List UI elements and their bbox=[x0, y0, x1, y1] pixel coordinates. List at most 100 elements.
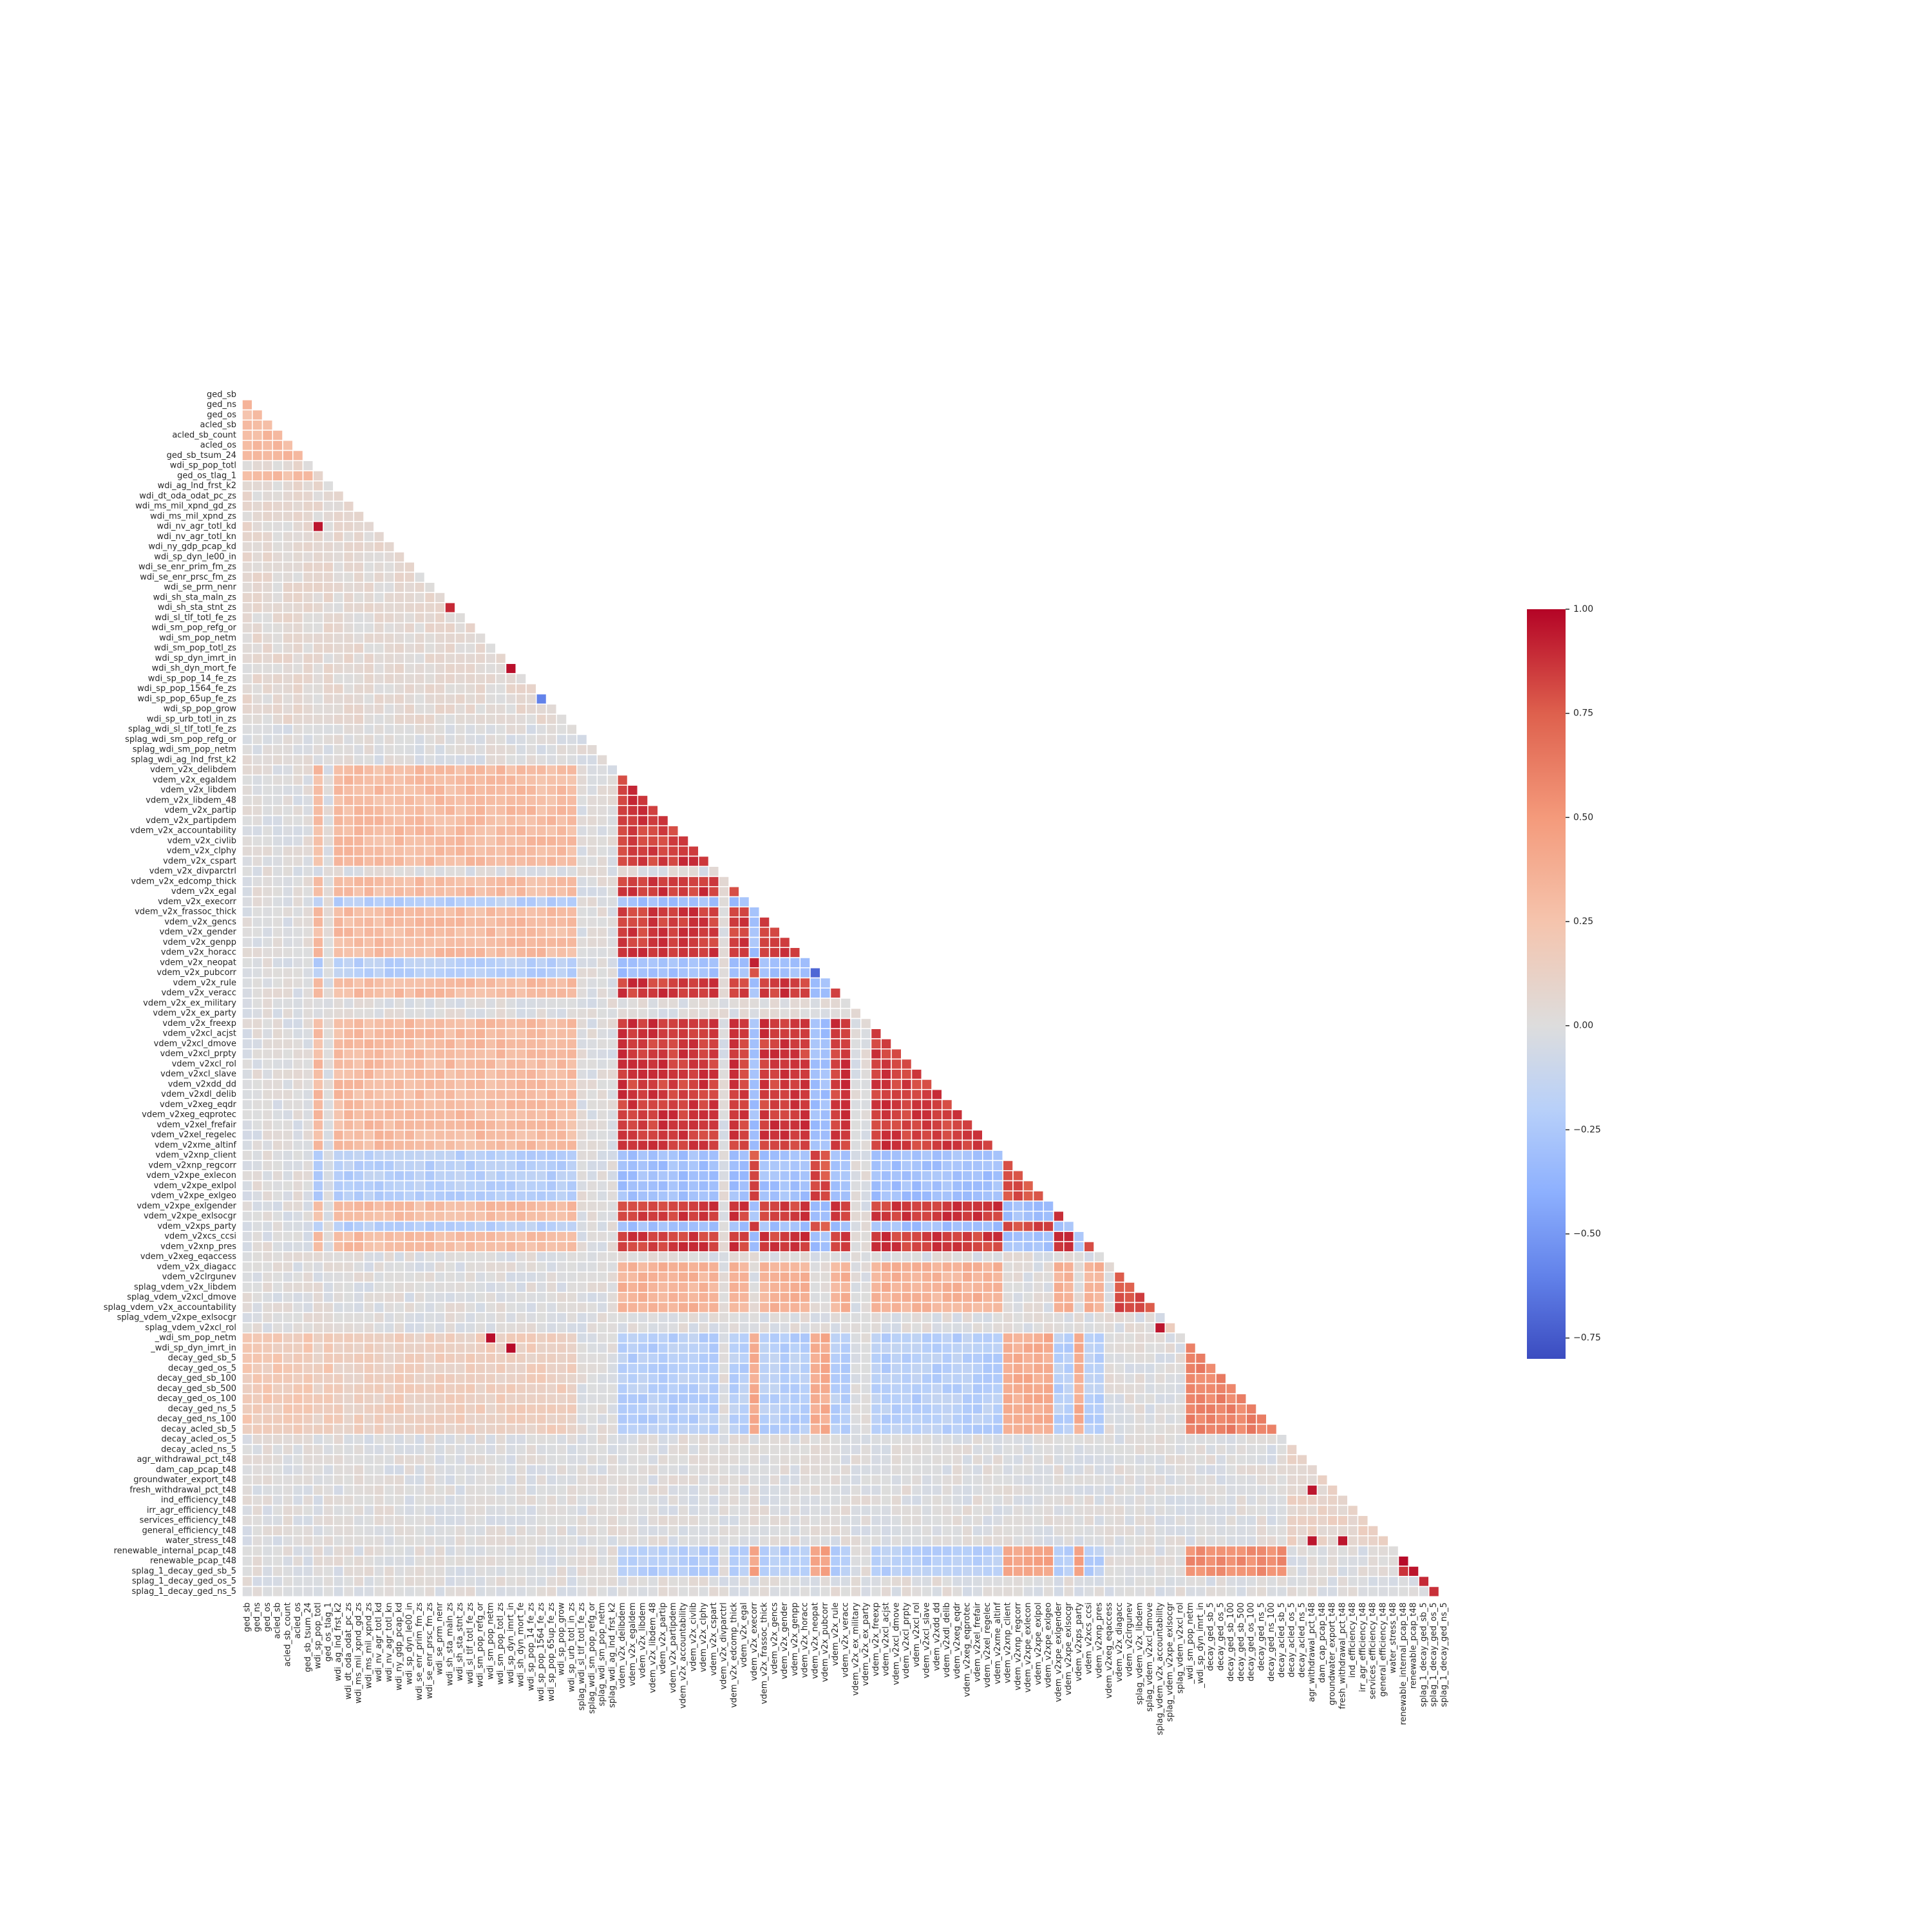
heatmap-cell bbox=[739, 896, 750, 907]
heatmap-cell bbox=[333, 1048, 345, 1060]
heatmap-cell bbox=[911, 1241, 922, 1253]
heatmap-cell bbox=[515, 1211, 527, 1222]
heatmap-cell bbox=[677, 1130, 689, 1141]
heatmap-cell bbox=[576, 1251, 588, 1263]
heatmap-cell bbox=[242, 430, 253, 441]
heatmap-cell bbox=[292, 1292, 304, 1303]
heatmap-cell bbox=[1032, 1211, 1044, 1222]
heatmap-cell bbox=[333, 1008, 345, 1019]
heatmap-cell bbox=[860, 1352, 872, 1364]
heatmap-cell bbox=[728, 977, 740, 989]
heatmap-cell bbox=[728, 1109, 740, 1121]
heatmap-cell bbox=[840, 1099, 851, 1110]
heatmap-cell bbox=[708, 1119, 719, 1131]
heatmap-cell bbox=[637, 876, 649, 887]
heatmap-cell bbox=[748, 1190, 760, 1202]
heatmap-cell bbox=[779, 987, 791, 999]
heatmap-cell bbox=[252, 1342, 263, 1354]
heatmap-cell bbox=[383, 896, 395, 907]
heatmap-cell bbox=[302, 562, 314, 573]
heatmap-cell bbox=[312, 744, 324, 755]
heatmap-cell bbox=[333, 632, 345, 644]
heatmap-cell bbox=[526, 754, 537, 766]
heatmap-cell bbox=[1113, 1363, 1125, 1374]
heatmap-cell bbox=[586, 825, 598, 837]
heatmap-cell bbox=[607, 1038, 618, 1050]
heatmap-cell bbox=[353, 1048, 365, 1060]
heatmap-cell bbox=[323, 673, 334, 685]
heatmap-cell bbox=[292, 1352, 304, 1364]
heatmap-cell bbox=[880, 1190, 892, 1202]
heatmap-cell bbox=[820, 1322, 831, 1334]
heatmap-cell bbox=[302, 1160, 314, 1171]
heatmap-cell bbox=[353, 977, 365, 989]
heatmap-cell bbox=[870, 1130, 882, 1141]
heatmap-cell bbox=[647, 1160, 659, 1171]
heatmap-cell bbox=[515, 714, 527, 725]
heatmap-cell bbox=[455, 693, 466, 705]
heatmap-cell bbox=[566, 1008, 578, 1019]
heatmap-cell bbox=[434, 1119, 446, 1131]
heatmap-cell bbox=[475, 987, 486, 999]
heatmap-cell bbox=[576, 1383, 588, 1394]
heatmap-cell bbox=[383, 916, 395, 928]
heatmap-cell bbox=[343, 1068, 354, 1080]
heatmap-cell bbox=[911, 1150, 922, 1161]
heatmap-cell bbox=[739, 1393, 750, 1405]
heatmap-cell bbox=[404, 643, 415, 654]
heatmap-cell bbox=[363, 652, 375, 664]
heatmap-cell bbox=[586, 835, 598, 847]
heatmap-cell bbox=[485, 1302, 497, 1313]
heatmap-cell bbox=[688, 906, 699, 918]
heatmap-cell bbox=[708, 1099, 719, 1110]
heatmap-cell bbox=[556, 957, 567, 969]
heatmap-cell bbox=[748, 1383, 760, 1394]
heatmap-cell bbox=[911, 1271, 922, 1283]
heatmap-cell bbox=[526, 846, 537, 857]
heatmap-cell bbox=[1063, 1302, 1075, 1313]
heatmap-cell bbox=[455, 927, 466, 938]
heatmap-cell bbox=[374, 1403, 385, 1415]
heatmap-cell bbox=[607, 1048, 618, 1060]
heatmap-cell bbox=[677, 886, 689, 898]
heatmap-cell bbox=[617, 967, 629, 979]
heatmap-cell bbox=[242, 511, 253, 522]
heatmap-cell bbox=[414, 947, 426, 958]
heatmap-cell bbox=[434, 643, 446, 654]
heatmap-cell bbox=[363, 693, 375, 705]
heatmap-cell bbox=[526, 1332, 537, 1344]
heatmap-cell bbox=[1073, 1342, 1084, 1354]
heatmap-cell bbox=[455, 977, 466, 989]
heatmap-cell bbox=[1134, 1292, 1146, 1303]
heatmap-cell bbox=[1144, 1363, 1156, 1374]
heatmap-cell bbox=[698, 1373, 710, 1385]
heatmap-cell bbox=[627, 876, 638, 887]
heatmap-cell bbox=[312, 825, 324, 837]
heatmap-cell bbox=[647, 1352, 659, 1364]
heatmap-cell bbox=[789, 998, 800, 1009]
heatmap-cell bbox=[526, 683, 537, 695]
heatmap-cell bbox=[667, 906, 679, 918]
heatmap-cell bbox=[404, 987, 415, 999]
heatmap-cell bbox=[1113, 1373, 1125, 1385]
heatmap-cell bbox=[992, 1292, 1003, 1303]
heatmap-cell bbox=[545, 1008, 557, 1019]
heatmap-cell bbox=[505, 805, 516, 817]
heatmap-cell bbox=[383, 673, 395, 685]
heatmap-cell bbox=[404, 1150, 415, 1161]
heatmap-cell bbox=[282, 1068, 294, 1080]
heatmap-cell bbox=[302, 998, 314, 1009]
heatmap-cell bbox=[586, 987, 598, 999]
heatmap-cell bbox=[485, 663, 497, 674]
heatmap-cell bbox=[272, 866, 283, 877]
heatmap-cell bbox=[789, 967, 800, 979]
heatmap-cell bbox=[485, 1241, 497, 1253]
heatmap-cell bbox=[312, 1363, 324, 1374]
heatmap-cell bbox=[282, 866, 294, 877]
heatmap-cell bbox=[282, 521, 294, 533]
heatmap-cell bbox=[495, 1322, 507, 1334]
heatmap-cell bbox=[942, 1190, 953, 1202]
heatmap-cell bbox=[475, 1332, 486, 1344]
heatmap-cell bbox=[526, 936, 537, 948]
heatmap-cell bbox=[323, 1342, 334, 1354]
